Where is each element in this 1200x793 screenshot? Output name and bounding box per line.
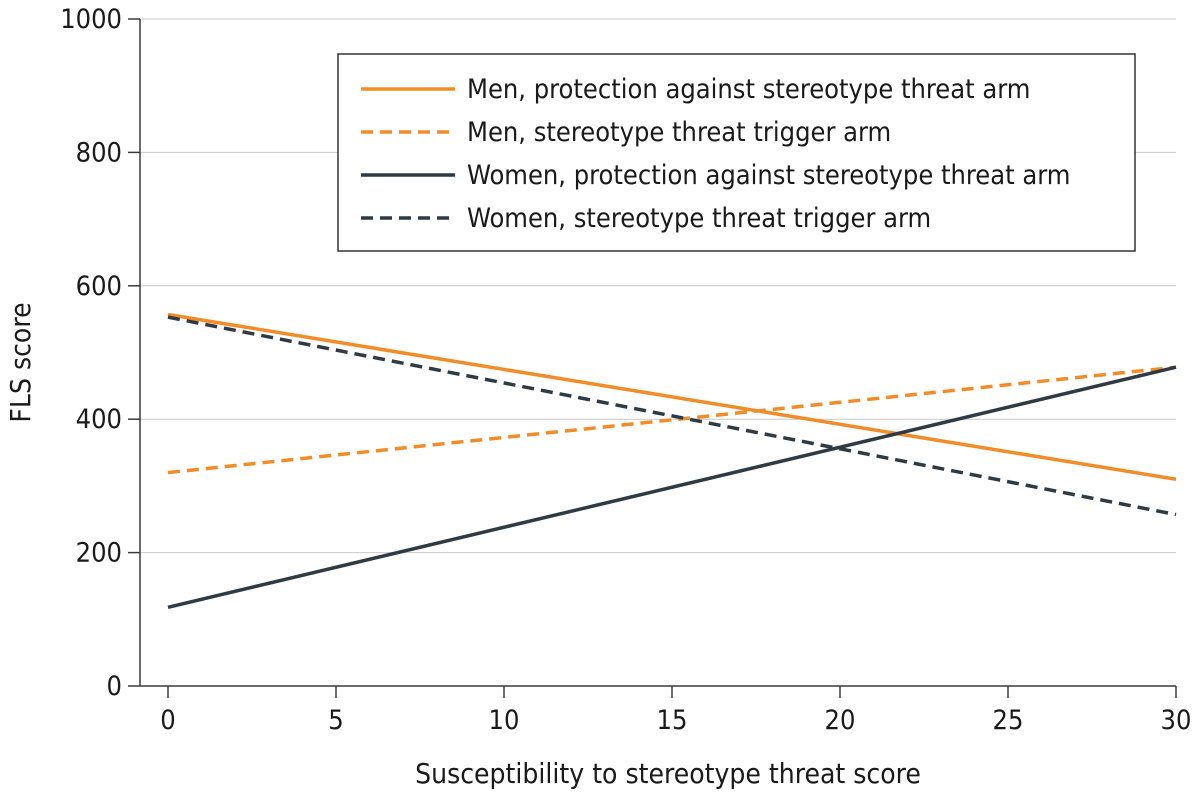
legend-label: Men, protection against stereotype threa…	[467, 74, 1030, 105]
series-lines	[167, 312, 1177, 609]
x-tick-label: 30	[1161, 705, 1192, 736]
legend-item: Women, stereotype threat trigger arm	[361, 203, 931, 234]
legend-label: Women, stereotype threat trigger arm	[467, 203, 931, 234]
x-axis-title: Susceptibility to stereotype threat scor…	[415, 757, 921, 790]
y-axis-title: FLS score	[4, 302, 37, 422]
x-tick-label: 15	[657, 705, 688, 736]
legend-item: Men, protection against stereotype threa…	[361, 74, 1030, 105]
y-tick-label: 600	[76, 271, 122, 302]
x-tick-label: 20	[825, 705, 856, 736]
legend-item: Men, stereotype threat trigger arm	[361, 117, 891, 148]
y-tick-label: 400	[76, 404, 122, 435]
x-tick-label: 0	[160, 705, 175, 736]
series-line-1	[167, 312, 1177, 481]
legend-label: Men, stereotype threat trigger arm	[467, 117, 891, 148]
y-tick-label: 0	[107, 671, 122, 702]
x-tick-label: 5	[328, 705, 343, 736]
series-line-2	[167, 365, 1177, 475]
series-line-4	[167, 315, 1177, 517]
legend-items: Men, protection against stereotype threa…	[361, 74, 1070, 234]
legend-box	[337, 53, 1136, 252]
axes	[139, 19, 1176, 687]
y-tick-label: 1000	[60, 4, 122, 35]
y-tick-label: 200	[76, 538, 122, 569]
series-line-3	[167, 365, 1177, 609]
legend-item: Women, protection against stereotype thr…	[361, 160, 1070, 191]
x-tick-label: 10	[489, 705, 520, 736]
legend: Men, protection against stereotype threa…	[337, 53, 1136, 252]
x-axis-ticks: 0 5 10 15 20 25 30	[160, 686, 1191, 736]
x-tick-label: 25	[993, 705, 1024, 736]
y-tick-label: 800	[76, 137, 122, 168]
y-axis-ticks: 0 200 400 600 800 1000	[60, 4, 140, 702]
legend-label: Women, protection against stereotype thr…	[467, 160, 1070, 191]
